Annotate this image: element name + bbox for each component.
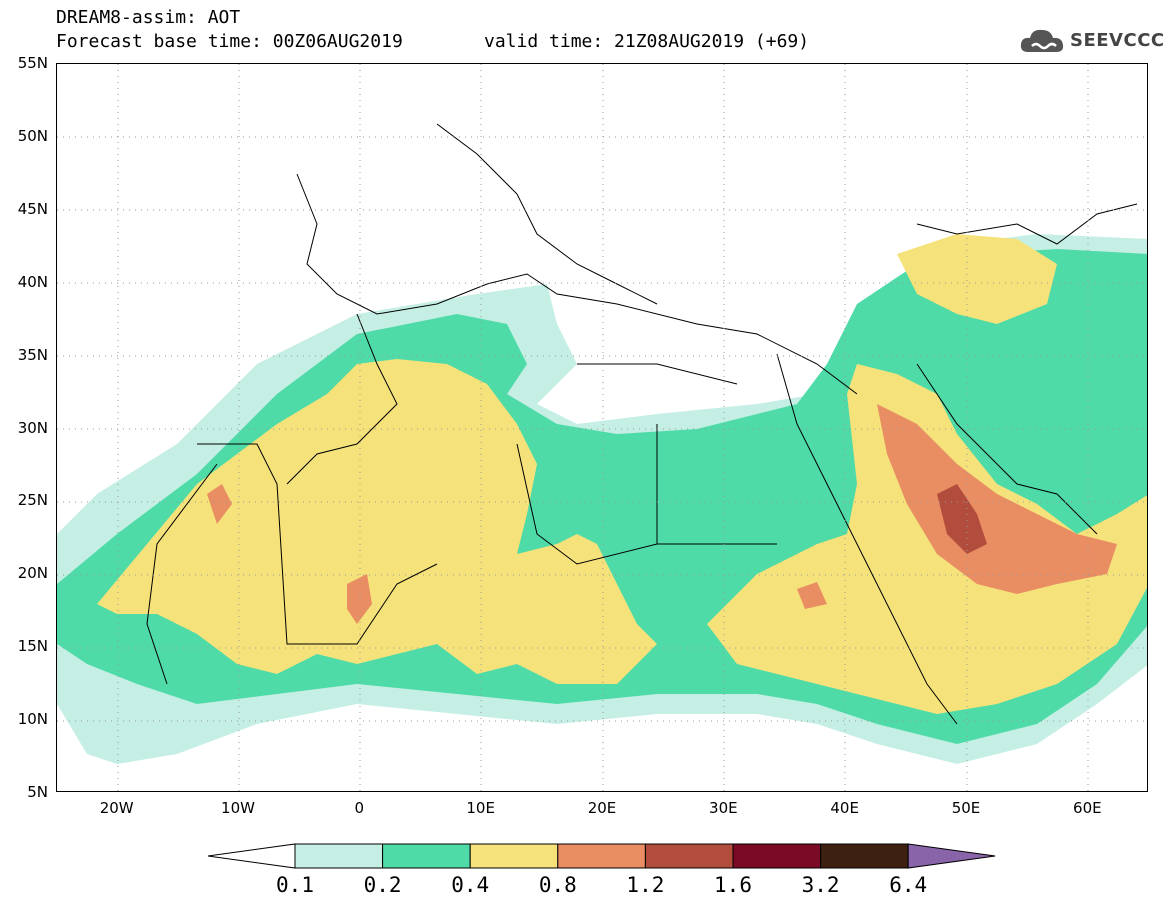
colorbar-segment [469,843,559,869]
seevccc-logo: SEEVCCC [1018,24,1164,58]
lat-label: 10N [17,710,48,729]
lat-label: 45N [17,199,48,218]
lon-label: 40E [830,799,859,817]
colorbar-right-arrow [907,843,996,869]
aot-band-0-4 [707,364,1147,714]
lat-label: 15N [17,637,48,656]
coastlines [146,123,1138,725]
lat-label: 35N [17,345,48,364]
aot-map [56,63,1148,792]
aot-band-0-4 [97,359,657,684]
aot-band-0-4 [897,234,1057,324]
colorbar-label: 0.4 [451,873,490,897]
colorbar-segment [557,843,646,869]
lon-label: 10E [466,799,495,817]
lat-label: 25N [17,491,48,510]
colorbar-label: 0.1 [276,873,314,897]
colorbar-label: 1.6 [714,873,752,897]
aot-band-0-8 [877,404,1117,594]
colorbar-segment [294,843,384,869]
colorbar-segment [382,843,471,869]
lat-label: 55N [17,54,48,72]
lat-label: 30N [17,418,48,437]
colorbar-segment [644,843,734,869]
lat-label: 5N [27,783,48,801]
lat-label: 50N [17,126,48,145]
colorbar-label: 6.4 [889,873,928,897]
colorbar-label: 1.2 [626,873,665,897]
aot-band-0-8 [207,484,232,524]
lon-label: 10W [221,799,255,817]
lon-label: 60E [1073,799,1102,817]
colorbar-label: 3.2 [801,873,840,897]
cloud-icon [1020,29,1064,52]
lon-label: 20E [587,799,617,817]
lon-label: 0 [354,799,365,817]
lon-label: 20W [99,799,134,817]
logo-text: SEEVCCC [1070,30,1165,51]
lat-label: 20N [17,564,48,583]
colorbar-left-arrow [207,843,296,869]
valid-time: valid time: 21Z08AUG2019 (+69) [484,31,810,52]
aot-band-0-8 [797,582,827,609]
graticule [57,64,1147,791]
map-canvas [57,64,1147,791]
lat-label: 40N [17,272,48,291]
colorbar-segment [820,843,909,869]
lon-label: 50E [951,799,981,817]
colorbar-segment [732,843,822,869]
map-title: DREAM8-assim: AOT [56,7,241,28]
forecast-base-time: Forecast base time: 00Z06AUG2019 [56,31,403,52]
aot-band-1-2 [937,484,987,554]
lon-label: 30E [709,799,738,817]
colorbar-label: 0.2 [363,873,402,897]
colorbar-label: 0.8 [538,873,577,897]
